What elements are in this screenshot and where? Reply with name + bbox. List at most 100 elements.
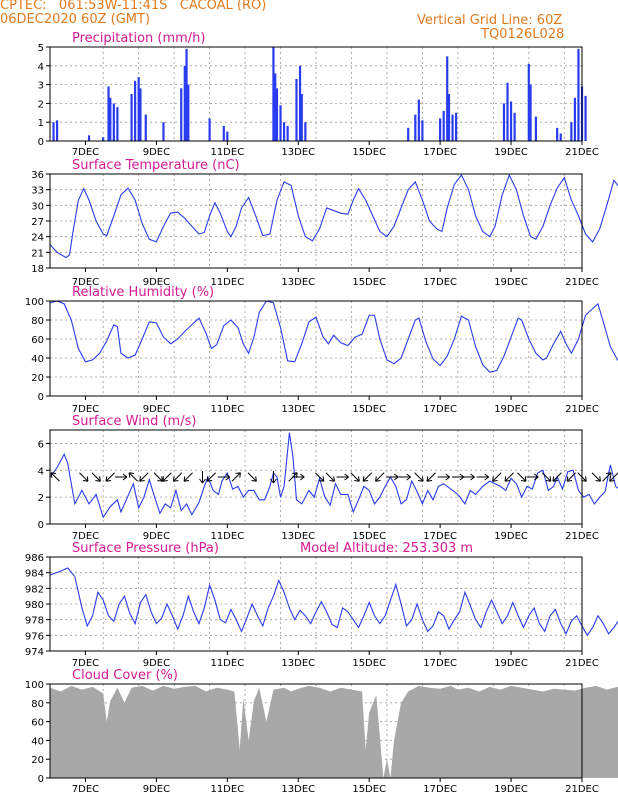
- precip-bar: [527, 63, 530, 141]
- x-tick-label: 13DEC: [281, 277, 315, 288]
- wind-arrow-head: [299, 473, 305, 481]
- precip-bar: [180, 88, 183, 141]
- precip-bar: [139, 88, 142, 141]
- wind-arrow-head: [128, 472, 135, 478]
- precip-bar: [414, 114, 417, 141]
- x-tick-label: 15DEC: [352, 658, 386, 669]
- precip-bar: [513, 112, 516, 141]
- x-tick-label: 9DEC: [143, 147, 170, 158]
- x-tick-label: 9DEC: [143, 277, 170, 288]
- wind-arrow: [91, 472, 101, 482]
- wind-arrow: [314, 472, 325, 482]
- precip-bar: [286, 125, 289, 141]
- wind-arrow: [526, 473, 539, 481]
- wind-arrow-head: [595, 476, 601, 482]
- wind-arrow-head: [445, 473, 450, 481]
- y-tick-label: 4: [38, 62, 44, 73]
- precip-bar: [279, 105, 282, 141]
- wind-arrow: [492, 472, 502, 482]
- wind-arrow: [426, 472, 436, 482]
- panel-2: [46, 300, 618, 400]
- precip-bar: [87, 135, 91, 141]
- precip-bar: [137, 77, 140, 141]
- wind-arrow-head: [406, 473, 411, 481]
- precip-bar: [584, 95, 587, 141]
- precip-bar: [534, 116, 537, 141]
- precip-bar: [407, 127, 410, 141]
- wind-arrow-head: [235, 472, 241, 478]
- wind-arrow-shaft: [206, 472, 216, 482]
- x-tick-label: 19DEC: [494, 531, 528, 542]
- y-tick-label: 80: [31, 316, 44, 327]
- y-tick-label: 976: [25, 631, 44, 642]
- precip-bar: [274, 73, 277, 141]
- wind-arrow-shaft: [128, 472, 138, 482]
- panel-0: [46, 46, 587, 145]
- wind-arrow-head: [157, 476, 163, 482]
- y-tick-label: 40: [31, 736, 44, 747]
- y-tick-label: 5: [38, 43, 44, 54]
- station-header: CPTEC: 061:53W-11:41S CACOAL (RO): [0, 0, 267, 13]
- wind-arrow-shaft: [414, 472, 424, 482]
- y-tick-label: 986: [25, 553, 44, 564]
- wind-arrow: [292, 473, 305, 481]
- y-tick-label: 982: [25, 584, 44, 595]
- panel-1: [46, 173, 618, 272]
- y-tick-label: 24: [31, 233, 44, 244]
- precip-bar: [502, 103, 506, 141]
- wind-arrow: [362, 472, 373, 482]
- precip-bar: [102, 137, 105, 141]
- panel-3: [46, 429, 618, 528]
- precip-bar: [226, 131, 229, 141]
- y-tick-label: 4: [38, 466, 44, 477]
- series-line: [49, 567, 618, 637]
- wind-arrow: [437, 473, 450, 481]
- precip-bar: [162, 122, 165, 141]
- x-tick-label: 17DEC: [423, 531, 457, 542]
- precip-bar: [116, 107, 119, 141]
- panel-title: Surface Temperature (nC): [72, 158, 240, 173]
- precip-bar: [112, 103, 115, 141]
- x-tick-label: 9DEC: [143, 531, 170, 542]
- wind-arrow-shaft: [492, 472, 502, 482]
- wind-arrow: [552, 472, 562, 482]
- x-tick-label: 15DEC: [352, 784, 386, 795]
- y-tick-label: 978: [25, 616, 44, 627]
- wind-arrow-shaft: [504, 472, 514, 482]
- precip-bar: [304, 122, 307, 141]
- wind-arrow: [451, 473, 465, 481]
- panel-5: [46, 683, 618, 782]
- precip-bar: [282, 122, 286, 141]
- wind-arrow: [139, 472, 149, 482]
- wind-arrow-shaft: [552, 472, 562, 482]
- x-tick-label: 21DEC: [565, 658, 599, 669]
- x-tick-label: 11DEC: [210, 784, 244, 795]
- precip-bar: [185, 48, 188, 141]
- precip-bar: [421, 120, 424, 141]
- wind-arrow: [128, 472, 138, 482]
- wind-arrow: [398, 473, 411, 481]
- wind-arrow-shaft: [609, 472, 618, 482]
- y-tick-label: 20: [31, 755, 44, 766]
- x-tick-label: 21DEC: [565, 531, 599, 542]
- y-tick-label: 980: [25, 600, 44, 611]
- precip-bar: [222, 125, 225, 141]
- wind-arrow: [172, 472, 183, 482]
- series-line: [49, 300, 618, 373]
- wind-arrow-head: [105, 476, 112, 482]
- wind-arrow-head: [393, 473, 399, 481]
- model-header: TQ0126L028: [481, 27, 565, 42]
- wind-arrow-shaft: [50, 472, 60, 482]
- precip-bar: [208, 118, 211, 141]
- x-tick-label: 13DEC: [281, 531, 315, 542]
- wind-arrow-head: [484, 473, 489, 481]
- y-tick-label: 0: [38, 520, 44, 531]
- y-tick-label: 3: [38, 81, 44, 92]
- wind-arrow-head: [504, 476, 511, 482]
- y-tick-label: 30: [31, 201, 44, 212]
- wind-arrow-shaft: [162, 472, 172, 482]
- wind-arrow-shaft: [602, 472, 612, 482]
- wind-arrow-head: [362, 476, 369, 482]
- wind-arrow-head: [270, 478, 277, 484]
- wind-arrow-head: [426, 476, 433, 482]
